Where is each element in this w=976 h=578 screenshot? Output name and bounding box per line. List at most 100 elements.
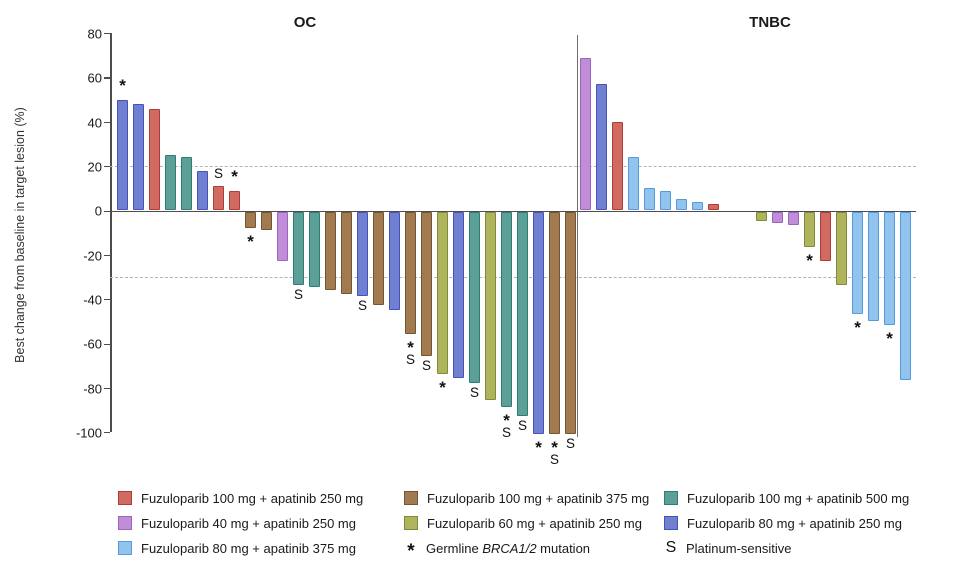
s-legend-icon: S [665,539,677,556]
y-tick-label: 60 [87,70,102,86]
y-axis-line [110,33,112,433]
data-bar [373,212,384,306]
y-tick [104,432,110,434]
data-bar [389,212,400,310]
legend-item: Fuzuloparib 100 mg + apatinib 500 mg [664,489,909,507]
plot-area: 80 60 40 20 0 -20 -40 -60 -80 -100 * S * * S S * S S * S * S S *… [75,26,916,467]
y-tick [104,254,110,257]
data-bar [517,212,528,416]
brca-mutation-mark: * [798,252,822,269]
legend-color-swatch [118,516,132,530]
data-bar [181,157,192,211]
data-bar [229,190,240,211]
data-bar [868,212,879,321]
data-bar [117,99,128,211]
y-tick-label: 0 [94,203,102,219]
data-bar [213,186,224,211]
data-bar [357,212,368,297]
legend-item: Fuzuloparib 60 mg + apatinib 250 mg [404,514,642,532]
y-tick [104,343,110,345]
y-tick [104,210,110,212]
data-bar [820,212,831,261]
data-bar [485,212,496,401]
s-glyph: S [405,351,415,367]
platinum-sensitive-mark: S [287,288,311,302]
data-bar [628,157,639,211]
reference-line [110,277,916,278]
brca-mutation-mark: * [527,439,551,456]
legend-color-swatch [664,491,678,505]
y-tick-label: 80 [87,26,102,42]
legend-color-swatch [664,516,678,530]
asterisk-legend-icon: * [407,541,415,562]
zero-baseline [110,210,916,212]
platinum-sensitive-mark: S [207,167,231,181]
asterisk-glyph: * [551,437,558,457]
panel-title-oc: OC [293,14,317,31]
y-tick-label: -80 [83,381,102,397]
platinum-sensitive-mark: S [415,359,439,373]
s-glyph: S [565,435,575,451]
data-bar [580,57,591,211]
reference-line [110,166,916,168]
legend-label: Germline BRCA1/2 mutation [426,540,591,556]
brca-mutation-mark: * S [399,337,423,367]
y-tick [104,121,110,124]
asterisk-glyph: * [886,329,893,349]
legend-item: * Germline BRCA1/2 mutation [404,539,591,562]
legend-item: Fuzuloparib 100 mg + apatinib 375 mg [404,489,649,507]
y-tick [104,387,110,390]
legend-item: Fuzuloparib 100 mg + apatinib 250 mg [118,489,363,507]
legend-label: Fuzuloparib 80 mg + apatinib 375 mg [141,540,356,556]
panel-divider-line [577,35,579,437]
data-bar [756,212,767,221]
data-bar [788,212,799,226]
legend-label: Fuzuloparib 100 mg + apatinib 500 mg [687,490,910,506]
data-bar [884,212,895,326]
brca-mutation-mark: * S [543,437,567,467]
legend-color-swatch [118,491,132,505]
data-bar [469,212,480,383]
data-bar [245,212,256,228]
asterisk-glyph: * [407,337,414,357]
data-bar [341,212,352,295]
brca-mutation-mark: * [223,168,247,185]
platinum-sensitive-mark: S [559,435,583,451]
legend-label: Fuzuloparib 40 mg + apatinib 250 mg [141,515,356,531]
panel-title-tnbc: TNBC [749,14,791,31]
data-bar [900,212,911,381]
legend-color-swatch [404,491,418,505]
brca-mutation-mark: * [846,317,870,337]
data-bar [133,104,144,211]
data-bar [533,212,544,434]
s-glyph: S [421,358,431,374]
legend-label: Fuzuloparib 100 mg + apatinib 375 mg [427,490,650,506]
legend-label: Fuzuloparib 100 mg + apatinib 250 mg [141,490,364,506]
brca-mutation-mark: * S [495,412,519,440]
data-bar [149,108,160,211]
y-tick [104,166,110,168]
brca-mutation-mark: * [239,233,263,250]
y-tick-label: -20 [83,248,102,264]
brca-mutation-mark: * [111,75,135,95]
platinum-sensitive-mark: S [351,299,375,313]
y-tick-label: -100 [75,425,102,441]
y-tick-label: -60 [83,336,102,352]
platinum-sensitive-mark: S [511,418,535,433]
y-tick-label: -40 [83,292,102,308]
y-tick-label: 40 [87,115,102,131]
data-bar [772,212,783,224]
y-tick [104,33,110,35]
data-bar [277,212,288,261]
s-glyph: S [357,298,367,314]
data-bar [437,212,448,374]
data-bar [596,84,607,211]
brca-mutation-mark: * [431,379,455,396]
data-bar [293,212,304,286]
legend-color-swatch [118,541,132,555]
asterisk-glyph: * [119,75,126,95]
data-bar [565,212,576,434]
brca-mutation-mark: * [878,329,902,349]
asterisk-glyph: * [854,317,861,337]
